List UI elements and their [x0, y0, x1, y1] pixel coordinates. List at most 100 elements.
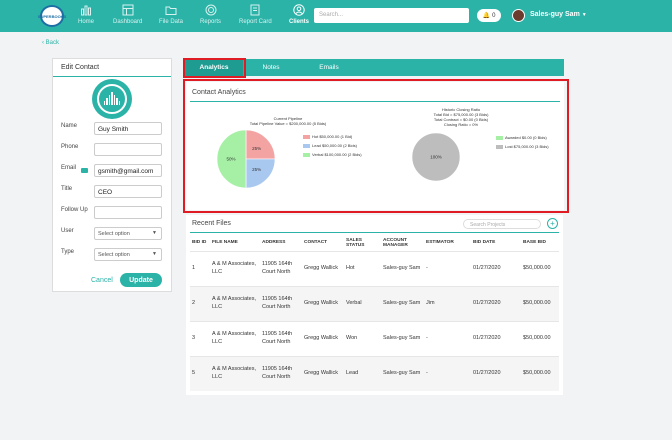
chevron-down-icon: ▼	[581, 12, 587, 18]
edit-contact-card: Edit Contact Name Guy Smith Phone Email …	[52, 58, 172, 292]
recent-files-panel: Recent Files Search Projects + BID ID FI…	[186, 215, 563, 395]
chevron-down-icon: ▼	[152, 251, 157, 257]
global-search-input[interactable]: Search...	[314, 8, 469, 23]
reports-icon	[205, 4, 216, 16]
notification-count: 0	[492, 12, 496, 19]
table-row[interactable]: 3 A & M Associates, LLC 11905 164th Cour…	[190, 321, 559, 356]
contact-logo-icon	[92, 79, 132, 119]
cell-bid-date: 01/27/2020	[473, 299, 501, 306]
avatar[interactable]	[512, 9, 525, 22]
tab-emails[interactable]: Emails	[319, 64, 339, 71]
nav-clients[interactable]: Clients	[289, 4, 309, 30]
contact-analytics-panel: Contact Analytics Current Pipeline Total…	[186, 82, 564, 210]
logo-text: SUPERBOOKS	[37, 13, 67, 19]
cell-contact: Gregg Wallick	[304, 299, 339, 306]
nav-reports[interactable]: Reports	[200, 4, 221, 30]
nav-report-card[interactable]: Report Card	[239, 4, 272, 30]
cell-account-manager: Sales-guy Sam	[383, 334, 421, 341]
closing-total-contract: Total Contract = $0.00 (0 Bids)	[433, 117, 489, 122]
legend-verbal-label: Verbal $100,000.00 (2 Bids)	[312, 152, 362, 157]
legend-lead-label: Lead $50,000.00 (2 Bids)	[312, 143, 357, 148]
pie-slice-hot[interactable]	[245, 129, 276, 160]
pie-label-hot: 25%	[252, 146, 261, 151]
chevron-left-icon: ‹	[42, 40, 44, 46]
closing-chart-title: Historic Closing Ratio	[441, 107, 481, 112]
add-file-button[interactable]: +	[547, 218, 558, 229]
follow-up-field[interactable]	[94, 206, 162, 219]
nav-clients-label: Clients	[289, 19, 310, 25]
col-base-bid[interactable]: BASE BID	[523, 240, 546, 246]
cell-bid-id: 2	[192, 299, 196, 306]
top-navigation-bar: SUPERBOOKS Home Dashboard File Data Repo…	[0, 0, 672, 32]
col-sales-status[interactable]: SALES STATUS	[346, 237, 365, 248]
email-icon	[81, 168, 88, 173]
cell-account-manager: Sales-guy Sam	[383, 369, 421, 376]
highlight-box-analytics	[183, 79, 569, 213]
cell-bid-id: 5	[192, 369, 196, 376]
cell-address: 11905 164th Court North	[262, 366, 293, 380]
pie-slice-lost[interactable]	[411, 132, 461, 182]
title-field[interactable]: CEO	[94, 185, 162, 198]
phone-label: Phone	[61, 144, 79, 150]
name-field[interactable]: Guy Smith	[94, 122, 162, 135]
notifications-button[interactable]: 🔔 0	[477, 9, 501, 22]
user-select-value: Select option	[98, 231, 130, 237]
table-row[interactable]: 1 A & M Associates, LLC 11905 164th Cour…	[190, 251, 559, 286]
tab-analytics[interactable]: Analytics	[185, 59, 243, 76]
legend-lead: Lead $50,000.00 (2 Bids)	[303, 143, 357, 148]
table-row[interactable]: 2 A & M Associates, LLC 11905 164th Cour…	[190, 286, 559, 321]
user-menu[interactable]: Sales-guy Sam ▼	[530, 11, 587, 18]
cell-account-manager: Sales-guy Sam	[383, 299, 421, 306]
nav-file-data[interactable]: File Data	[159, 4, 183, 30]
phone-field[interactable]	[94, 143, 162, 156]
type-label: Type	[61, 249, 75, 255]
cell-address: 11905 164th Court North	[262, 295, 293, 310]
nav-dashboard[interactable]: Dashboard	[113, 4, 142, 30]
col-bid-date[interactable]: BID DATE	[473, 240, 496, 246]
legend-swatch-lost	[496, 144, 503, 149]
cell-bid-id: 3	[192, 334, 196, 341]
chevron-down-icon: ▼	[152, 230, 157, 236]
cell-file-name: A & M Associates, LLC	[212, 295, 257, 310]
closing-total-bid: Total Bid = $75,000.00 (3 Bids)	[433, 112, 489, 117]
pie-label-verbal: 50%	[226, 157, 235, 162]
col-address[interactable]: ADDRESS	[262, 240, 286, 246]
update-button[interactable]: Update	[120, 273, 162, 287]
home-icon	[81, 5, 91, 16]
edit-contact-title: Edit Contact	[53, 59, 171, 77]
cell-bid-id: 1	[192, 264, 196, 271]
email-label: Email	[61, 165, 77, 171]
bell-icon: 🔔	[482, 13, 491, 19]
legend-swatch-awarded	[496, 135, 503, 140]
search-projects-input[interactable]: Search Projects	[463, 219, 541, 229]
tab-notes[interactable]: Notes	[262, 64, 280, 71]
cell-base-bid: $50,000.00	[523, 264, 551, 271]
app-logo[interactable]: SUPERBOOKS	[37, 5, 67, 27]
cell-file-name: A & M Associates, LLC	[212, 330, 257, 345]
legend-hot-label: Hot $50,000.00 (1 Bid)	[312, 134, 353, 139]
cell-base-bid: $50,000.00	[523, 299, 551, 306]
cell-file-name: A & M Associates, LLC	[212, 260, 257, 275]
cell-contact: Gregg Wallick	[304, 264, 339, 271]
legend-awarded: Awarded $0.00 (0 Bids)	[496, 135, 547, 140]
col-account-manager[interactable]: ACCOUNT MANAGER	[383, 237, 408, 248]
table-row[interactable]: 5 A & M Associates, LLC 11905 164th Cour…	[190, 356, 559, 391]
type-select[interactable]: Select option ▼	[94, 248, 162, 261]
pie-slice-verbal[interactable]	[216, 129, 247, 189]
title-label: Title	[61, 186, 73, 192]
pie-label-lost: 100%	[430, 155, 442, 160]
legend-verbal: Verbal $100,000.00 (2 Bids)	[303, 152, 362, 157]
nav-file-data-label: File Data	[159, 19, 184, 25]
email-field[interactable]: gsmith@gmail.com	[94, 164, 162, 177]
pie-slice-lead[interactable]	[245, 158, 276, 189]
nav-home[interactable]: Home	[78, 4, 94, 30]
cell-bid-date: 01/27/2020	[473, 264, 501, 271]
cancel-button[interactable]: Cancel	[91, 277, 113, 284]
col-estimator[interactable]: ESTIMATOR	[426, 240, 454, 246]
col-file-name[interactable]: FILE NAME	[212, 240, 238, 246]
back-link[interactable]: ‹ Back	[42, 40, 59, 46]
cell-estimator: -	[426, 369, 428, 376]
col-bid-id[interactable]: BID ID	[192, 240, 207, 246]
col-contact[interactable]: CONTACT	[304, 240, 328, 246]
user-select[interactable]: Select option ▼	[94, 227, 162, 240]
